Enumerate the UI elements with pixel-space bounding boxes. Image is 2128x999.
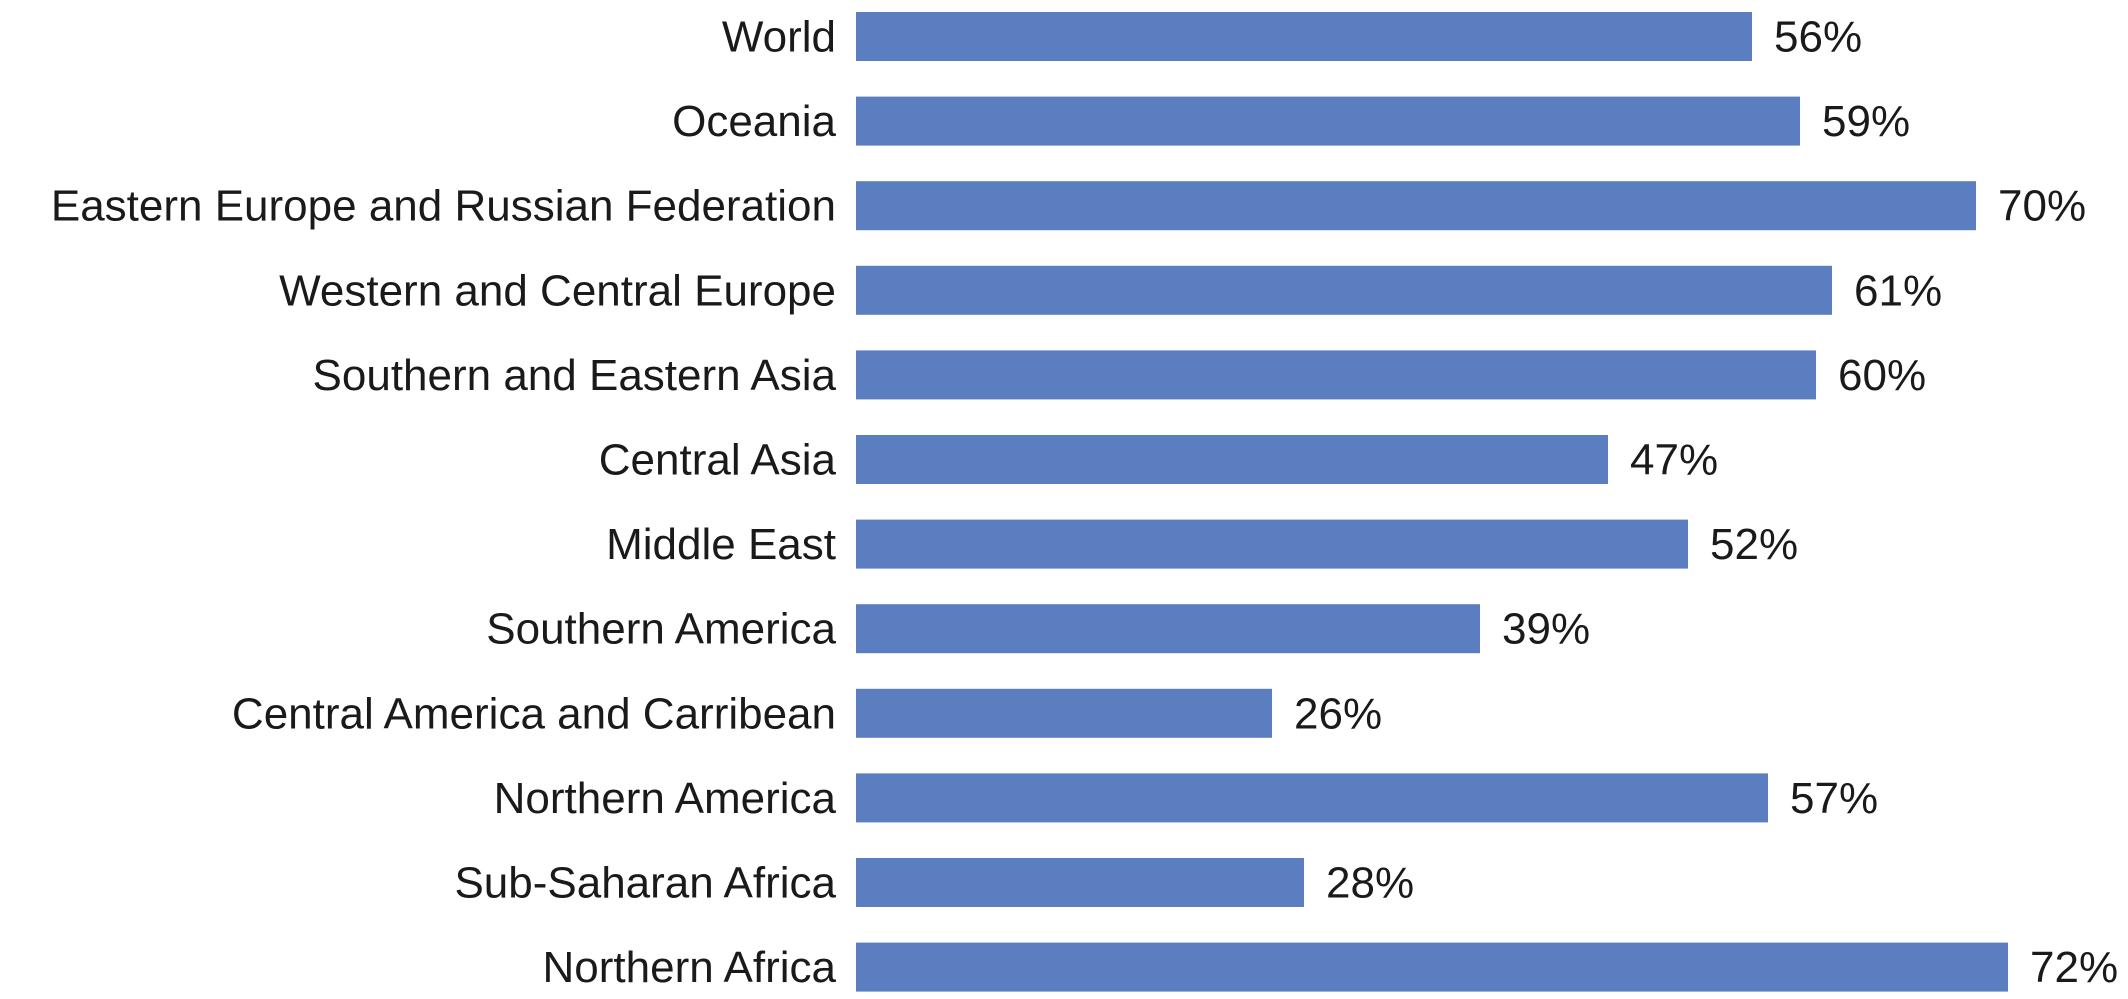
value-label: 57% (1790, 774, 1878, 823)
bar-western-and-central-europe (856, 265, 1832, 315)
value-label: 39% (1502, 605, 1590, 654)
bar-southern-and-eastern-asia (856, 350, 1816, 400)
category-label: Central America and Carribean (232, 689, 836, 738)
category-labels: World Oceania Eastern Europe and Russian F… (51, 13, 837, 993)
category-label: Northern Africa (543, 943, 837, 992)
bar-central-asia (856, 435, 1608, 484)
bar-northern-america (856, 773, 1768, 823)
bar-northern-africa (856, 942, 2008, 992)
bar-southern-america (856, 604, 1480, 654)
category-label: Sub-Saharan Africa (454, 859, 836, 908)
value-label: 26% (1294, 689, 1382, 738)
bars (856, 12, 2008, 992)
category-label: Eastern Europe and Russian Federation (51, 182, 836, 231)
category-label: Southern and Eastern Asia (313, 351, 837, 400)
bar-sub-saharan-africa (856, 858, 1304, 907)
value-label: 56% (1774, 13, 1862, 62)
category-label: Western and Central Europe (279, 266, 836, 315)
value-label: 70% (1998, 182, 2086, 231)
category-label: Oceania (672, 97, 836, 146)
value-label: 47% (1630, 436, 1718, 485)
value-label: 72% (2030, 943, 2118, 992)
bar-middle-east (856, 519, 1688, 569)
category-label: Southern America (486, 605, 836, 654)
category-label: World (722, 13, 836, 62)
value-label: 60% (1838, 351, 1926, 400)
value-label: 28% (1326, 859, 1414, 908)
bar-oceania (856, 96, 1800, 146)
bar-eastern-europe-and-russian-federation (856, 181, 1976, 231)
value-labels: 56% 59% 70% 61% 60% 47% 52% 39% 26% 57% 28% 72% (1294, 13, 2118, 993)
value-label: 52% (1710, 520, 1798, 569)
bar-central-america-and-carribean (856, 688, 1272, 738)
category-label: Middle East (606, 520, 836, 569)
category-label: Central Asia (599, 436, 837, 485)
category-label: Northern America (494, 774, 837, 823)
bar-world (856, 12, 1752, 61)
value-label: 59% (1822, 97, 1910, 146)
value-label: 61% (1854, 266, 1942, 315)
